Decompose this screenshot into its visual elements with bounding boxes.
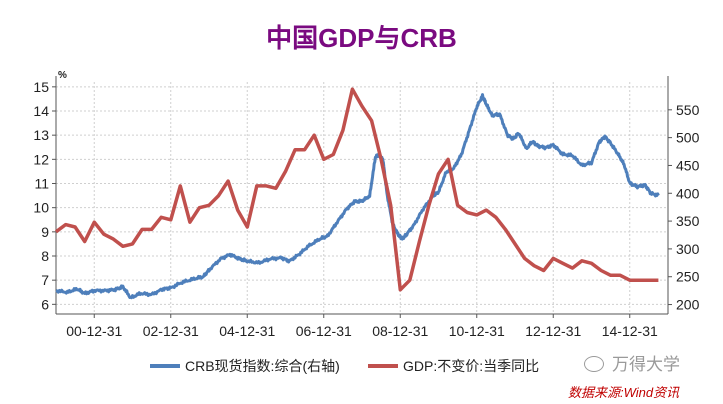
series-lines	[54, 87, 660, 300]
right-tick-label: 300	[676, 241, 700, 257]
left-tick-label: 12	[33, 151, 49, 167]
left-tick-label: 15	[33, 79, 49, 95]
x-tick-label: 08-12-31	[372, 323, 428, 339]
x-tick-label: 12-12-31	[525, 323, 581, 339]
right-tick-label: 350	[676, 213, 700, 229]
left-tick-label: 11	[34, 176, 49, 192]
left-axis-unit: %	[58, 70, 67, 81]
grid-lines	[56, 82, 668, 314]
left-tick-label: 6	[41, 296, 49, 312]
left-tick-label: 7	[41, 272, 49, 288]
x-tick-label: 14-12-31	[602, 323, 658, 339]
watermark: 万得大学	[584, 350, 680, 375]
x-tick-label: 02-12-31	[143, 323, 199, 339]
legend-label-gdp: GDP:不变价:当季同比	[403, 358, 539, 374]
right-tick-label: 450	[676, 157, 700, 173]
source-note: 数据来源:Wind资讯	[568, 385, 680, 400]
axes: 6 7 8 9 10 11 12 13 14 15 200 250 300 350 400 450 500 550…	[33, 70, 699, 339]
left-tick-label: 13	[33, 127, 49, 143]
left-tick-label: 8	[41, 248, 49, 264]
chart-title: 中国GDP与CRB	[266, 23, 457, 53]
right-tick-label: 550	[676, 102, 700, 118]
legend-label-crb: CRB现货指数:综合(右轴)	[185, 358, 340, 374]
gdp-series-line	[54, 87, 659, 292]
left-tick-label: 14	[33, 103, 49, 119]
legend: CRB现货指数:综合(右轴) GDP:不变价:当季同比	[150, 358, 539, 374]
right-tick-label: 200	[676, 297, 700, 313]
right-tick-label: 500	[676, 130, 700, 146]
x-tick-label: 06-12-31	[296, 323, 352, 339]
watermark-text: 万得大学	[612, 355, 680, 374]
left-tick-label: 9	[41, 224, 49, 240]
x-tick-label: 04-12-31	[219, 323, 275, 339]
wechat-icon	[584, 356, 604, 372]
right-tick-label: 250	[676, 269, 700, 285]
x-tick-label: 00-12-31	[66, 323, 122, 339]
x-tick-label: 10-12-31	[449, 323, 505, 339]
right-tick-label: 400	[676, 185, 700, 201]
left-tick-label: 10	[33, 200, 49, 216]
